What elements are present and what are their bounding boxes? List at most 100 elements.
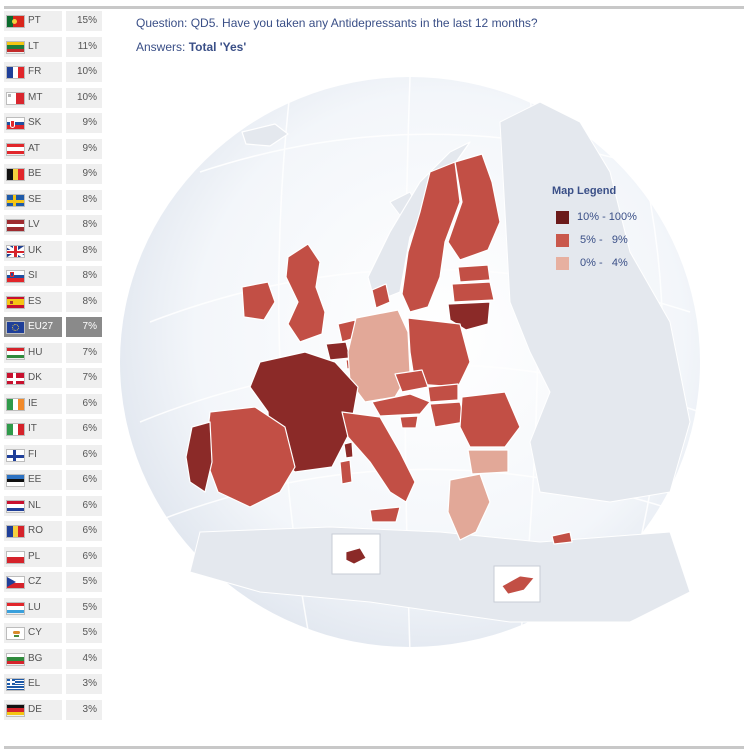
country-code: DK xyxy=(28,372,42,383)
de-flag-icon xyxy=(6,703,25,717)
country-row-hu: HU 7% xyxy=(4,342,102,363)
cy-flag-icon xyxy=(6,627,25,640)
country-value-cell: 9% xyxy=(66,138,102,159)
country-row-es: ES 8% xyxy=(4,291,102,312)
question-text: QD5. Have you taken any Antidepressants … xyxy=(190,16,538,30)
pt-flag-icon xyxy=(6,15,25,28)
country-value: 6% xyxy=(82,423,97,434)
nl-flag-icon xyxy=(6,499,25,513)
country-value: 9% xyxy=(82,117,97,128)
country-code: LV xyxy=(28,219,40,230)
legend-swatch-mid xyxy=(556,234,569,247)
country-row-mt: MT 10% xyxy=(4,87,102,108)
country-row-at: AT 9% xyxy=(4,138,102,159)
country-code: UK xyxy=(28,244,42,256)
country-value-cell: 10% xyxy=(66,62,102,82)
region-estonia xyxy=(457,264,491,283)
country-name-cell: LT xyxy=(4,36,62,57)
region-portugal xyxy=(185,421,213,493)
fi-flag-icon xyxy=(6,448,25,462)
country-row-cy: CY 5% xyxy=(4,623,102,643)
country-code: CZ xyxy=(28,576,42,587)
region-corsica xyxy=(343,441,354,459)
country-value-cell: 7% xyxy=(66,317,102,337)
country-row-uk: UK 8% xyxy=(4,240,102,261)
country-code: AT xyxy=(28,142,41,154)
country-value: 5% xyxy=(82,627,97,638)
region-lithuania xyxy=(447,301,491,331)
country-row-lv: LV 8% xyxy=(4,215,102,235)
region-greece xyxy=(447,473,491,541)
region-slovenia xyxy=(399,415,419,429)
country-code: IE xyxy=(28,397,38,409)
country-value-cell: 4% xyxy=(66,648,102,669)
region-cyprus-main xyxy=(551,531,573,545)
region-sweden xyxy=(401,161,461,313)
mt-flag-icon xyxy=(6,91,25,105)
question-line: Question: QD5. Have you taken any Antide… xyxy=(136,16,538,30)
country-name-cell: SK xyxy=(4,113,62,133)
country-value: 6% xyxy=(82,525,97,536)
uk-flag-icon xyxy=(6,244,25,258)
country-row-sk: SK 9% xyxy=(4,113,102,133)
country-row-eu27: EU27 7% xyxy=(4,317,102,337)
ie-flag-icon xyxy=(6,397,25,411)
country-name-cell: FI xyxy=(4,444,62,465)
region-latvia xyxy=(451,281,495,303)
country-value-cell: 5% xyxy=(66,623,102,643)
country-row-fi: FI 6% xyxy=(4,444,102,465)
country-name-cell: MT xyxy=(4,87,62,108)
country-value: 7% xyxy=(82,321,97,332)
legend-swatch-high xyxy=(556,211,569,224)
country-name-cell: PL xyxy=(4,546,62,567)
country-value-cell: 5% xyxy=(66,572,102,592)
country-value: 6% xyxy=(82,448,97,460)
country-value-cell: 11% xyxy=(66,36,102,57)
country-name-cell: FR xyxy=(4,62,62,82)
country-name-cell: LU xyxy=(4,597,62,618)
malta-inset xyxy=(331,533,381,575)
region-sardinia xyxy=(339,459,353,485)
country-code: DE xyxy=(28,703,42,715)
country-value-cell: 6% xyxy=(66,470,102,490)
country-name-cell: HU xyxy=(4,342,62,363)
country-value: 5% xyxy=(82,576,97,587)
country-value-cell: 10% xyxy=(66,87,102,108)
region-belgium xyxy=(325,341,351,361)
country-value-cell: 6% xyxy=(66,521,102,541)
legend-label-mid: 5% - 9% xyxy=(577,234,628,246)
country-name-cell: CY xyxy=(4,623,62,643)
country-value: 9% xyxy=(82,142,97,154)
country-value: 8% xyxy=(82,219,97,230)
region-uk xyxy=(285,243,326,343)
lu-flag-icon xyxy=(6,601,25,615)
country-row-lu: LU 5% xyxy=(4,597,102,618)
country-row-el: EL 3% xyxy=(4,674,102,694)
country-name-cell: NL xyxy=(4,495,62,516)
country-value: 10% xyxy=(76,66,97,77)
country-value: 4% xyxy=(82,652,97,664)
dk-flag-icon xyxy=(6,372,25,385)
country-name-cell: PT xyxy=(4,11,62,31)
top-divider xyxy=(4,6,744,9)
legend-item-mid: 5% - 9% xyxy=(556,233,676,247)
country-value: 6% xyxy=(82,397,97,409)
lv-flag-icon xyxy=(6,219,25,232)
legend-title: Map Legend xyxy=(552,185,617,197)
country-code: ES xyxy=(28,295,42,307)
country-value-cell: 6% xyxy=(66,419,102,439)
country-value-cell: 7% xyxy=(66,342,102,363)
country-row-bg: BG 4% xyxy=(4,648,102,669)
si-flag-icon xyxy=(6,270,25,283)
el-flag-icon xyxy=(6,678,25,691)
cyprus-inset xyxy=(493,565,541,603)
region-italy xyxy=(341,411,416,503)
country-code: MT xyxy=(28,91,43,103)
europe-map xyxy=(120,76,701,653)
question-prefix: Question: xyxy=(136,16,188,30)
es-flag-icon xyxy=(6,295,25,309)
answers-prefix: Answers: xyxy=(136,40,186,54)
country-value-cell: 3% xyxy=(66,674,102,694)
country-code: FR xyxy=(28,66,42,77)
country-value: 9% xyxy=(82,168,97,179)
